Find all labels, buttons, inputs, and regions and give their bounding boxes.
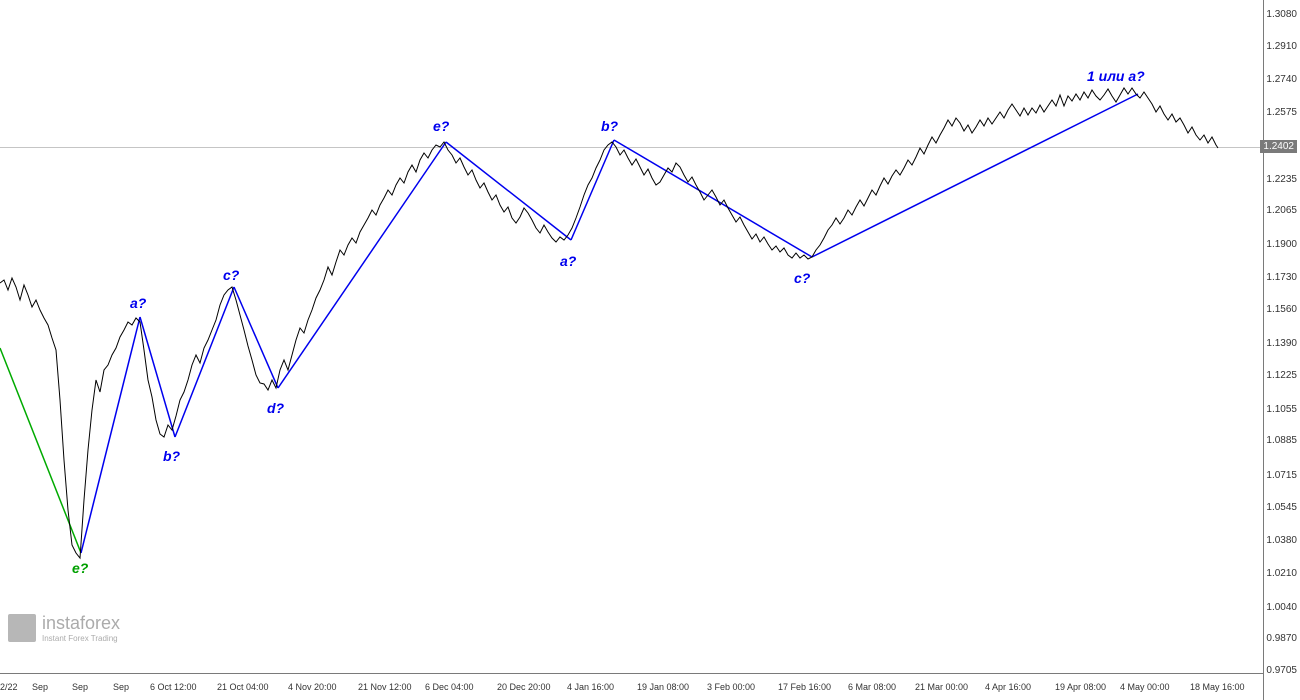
- x-axis-label: 19 Apr 08:00: [1055, 682, 1106, 692]
- y-axis-label: 1.1900: [1266, 239, 1297, 250]
- wave-label: e?: [433, 118, 449, 134]
- x-axis-label: 2/22: [0, 682, 18, 692]
- x-axis: 2/22 Sep Sep Sep 6 Oct 12:00 21 Oct 04:00 4 No…: [0, 673, 1263, 700]
- x-axis-label: 19 Jan 08:00: [637, 682, 689, 692]
- y-axis-label: 1.0040: [1266, 602, 1297, 613]
- x-axis-label: 18 May 16:00: [1190, 682, 1245, 692]
- y-axis-label: 1.0885: [1266, 435, 1297, 446]
- x-axis-label: 6 Dec 04:00: [425, 682, 474, 692]
- y-axis-label: 1.0545: [1266, 502, 1297, 513]
- x-axis-label: 21 Mar 00:00: [915, 682, 968, 692]
- y-axis: 1.3080 1.2910 1.2740 1.2575 1.2402 1.2235 1.20…: [1263, 0, 1300, 700]
- watermark-sub: Instant Forex Trading: [42, 634, 120, 643]
- y-axis-label: 0.9870: [1266, 633, 1297, 644]
- x-axis-label: 4 Nov 20:00: [288, 682, 337, 692]
- y-axis-label: 1.0210: [1266, 568, 1297, 579]
- y-axis-label: 0.9705: [1266, 665, 1297, 676]
- chart-area: e? a? b? c? d? e? a? b? c? 1 или a? instaforex In…: [0, 0, 1263, 673]
- wave-label: b?: [601, 118, 618, 134]
- wave-label: a?: [560, 253, 576, 269]
- y-axis-label: 1.2910: [1266, 41, 1297, 52]
- y-axis-label: 1.1730: [1266, 272, 1297, 283]
- x-axis-label: 3 Feb 00:00: [707, 682, 755, 692]
- y-axis-label: 1.2235: [1266, 174, 1297, 185]
- x-axis-label: 20 Dec 20:00: [497, 682, 551, 692]
- wave-label: c?: [794, 270, 810, 286]
- y-axis-label: 1.1225: [1266, 370, 1297, 381]
- y-axis-label: 1.2065: [1266, 205, 1297, 216]
- wave-label: b?: [163, 448, 180, 464]
- x-axis-label: 6 Oct 12:00: [150, 682, 197, 692]
- x-axis-label: Sep: [72, 682, 88, 692]
- x-axis-label: 4 Apr 16:00: [985, 682, 1031, 692]
- wave-label: a?: [130, 295, 146, 311]
- current-price-tag: 1.2402: [1260, 140, 1297, 153]
- price-line-svg: [0, 0, 1263, 673]
- x-axis-label: 21 Nov 12:00: [358, 682, 412, 692]
- y-axis-label: 1.1390: [1266, 338, 1297, 349]
- x-axis-label: 4 May 00:00: [1120, 682, 1170, 692]
- y-axis-label: 1.0380: [1266, 535, 1297, 546]
- x-axis-label: Sep: [32, 682, 48, 692]
- wave-label: c?: [223, 267, 239, 283]
- x-axis-label: 6 Mar 08:00: [848, 682, 896, 692]
- y-axis-label: 1.2740: [1266, 74, 1297, 85]
- watermark: instaforex Instant Forex Trading: [8, 613, 120, 643]
- x-axis-label: 4 Jan 16:00: [567, 682, 614, 692]
- y-axis-label: 1.0715: [1266, 470, 1297, 481]
- y-axis-label: 1.3080: [1266, 9, 1297, 20]
- wave-label: e?: [72, 560, 88, 576]
- wave-label: d?: [267, 400, 284, 416]
- y-axis-label: 1.2575: [1266, 107, 1297, 118]
- y-axis-label: 1.1055: [1266, 404, 1297, 415]
- x-axis-label: 17 Feb 16:00: [778, 682, 831, 692]
- y-axis-label: 1.1560: [1266, 304, 1297, 315]
- watermark-brand: instaforex: [42, 613, 120, 633]
- x-axis-label: 21 Oct 04:00: [217, 682, 269, 692]
- x-axis-label: Sep: [113, 682, 129, 692]
- wave-label: 1 или a?: [1087, 68, 1145, 84]
- watermark-icon: [8, 614, 36, 642]
